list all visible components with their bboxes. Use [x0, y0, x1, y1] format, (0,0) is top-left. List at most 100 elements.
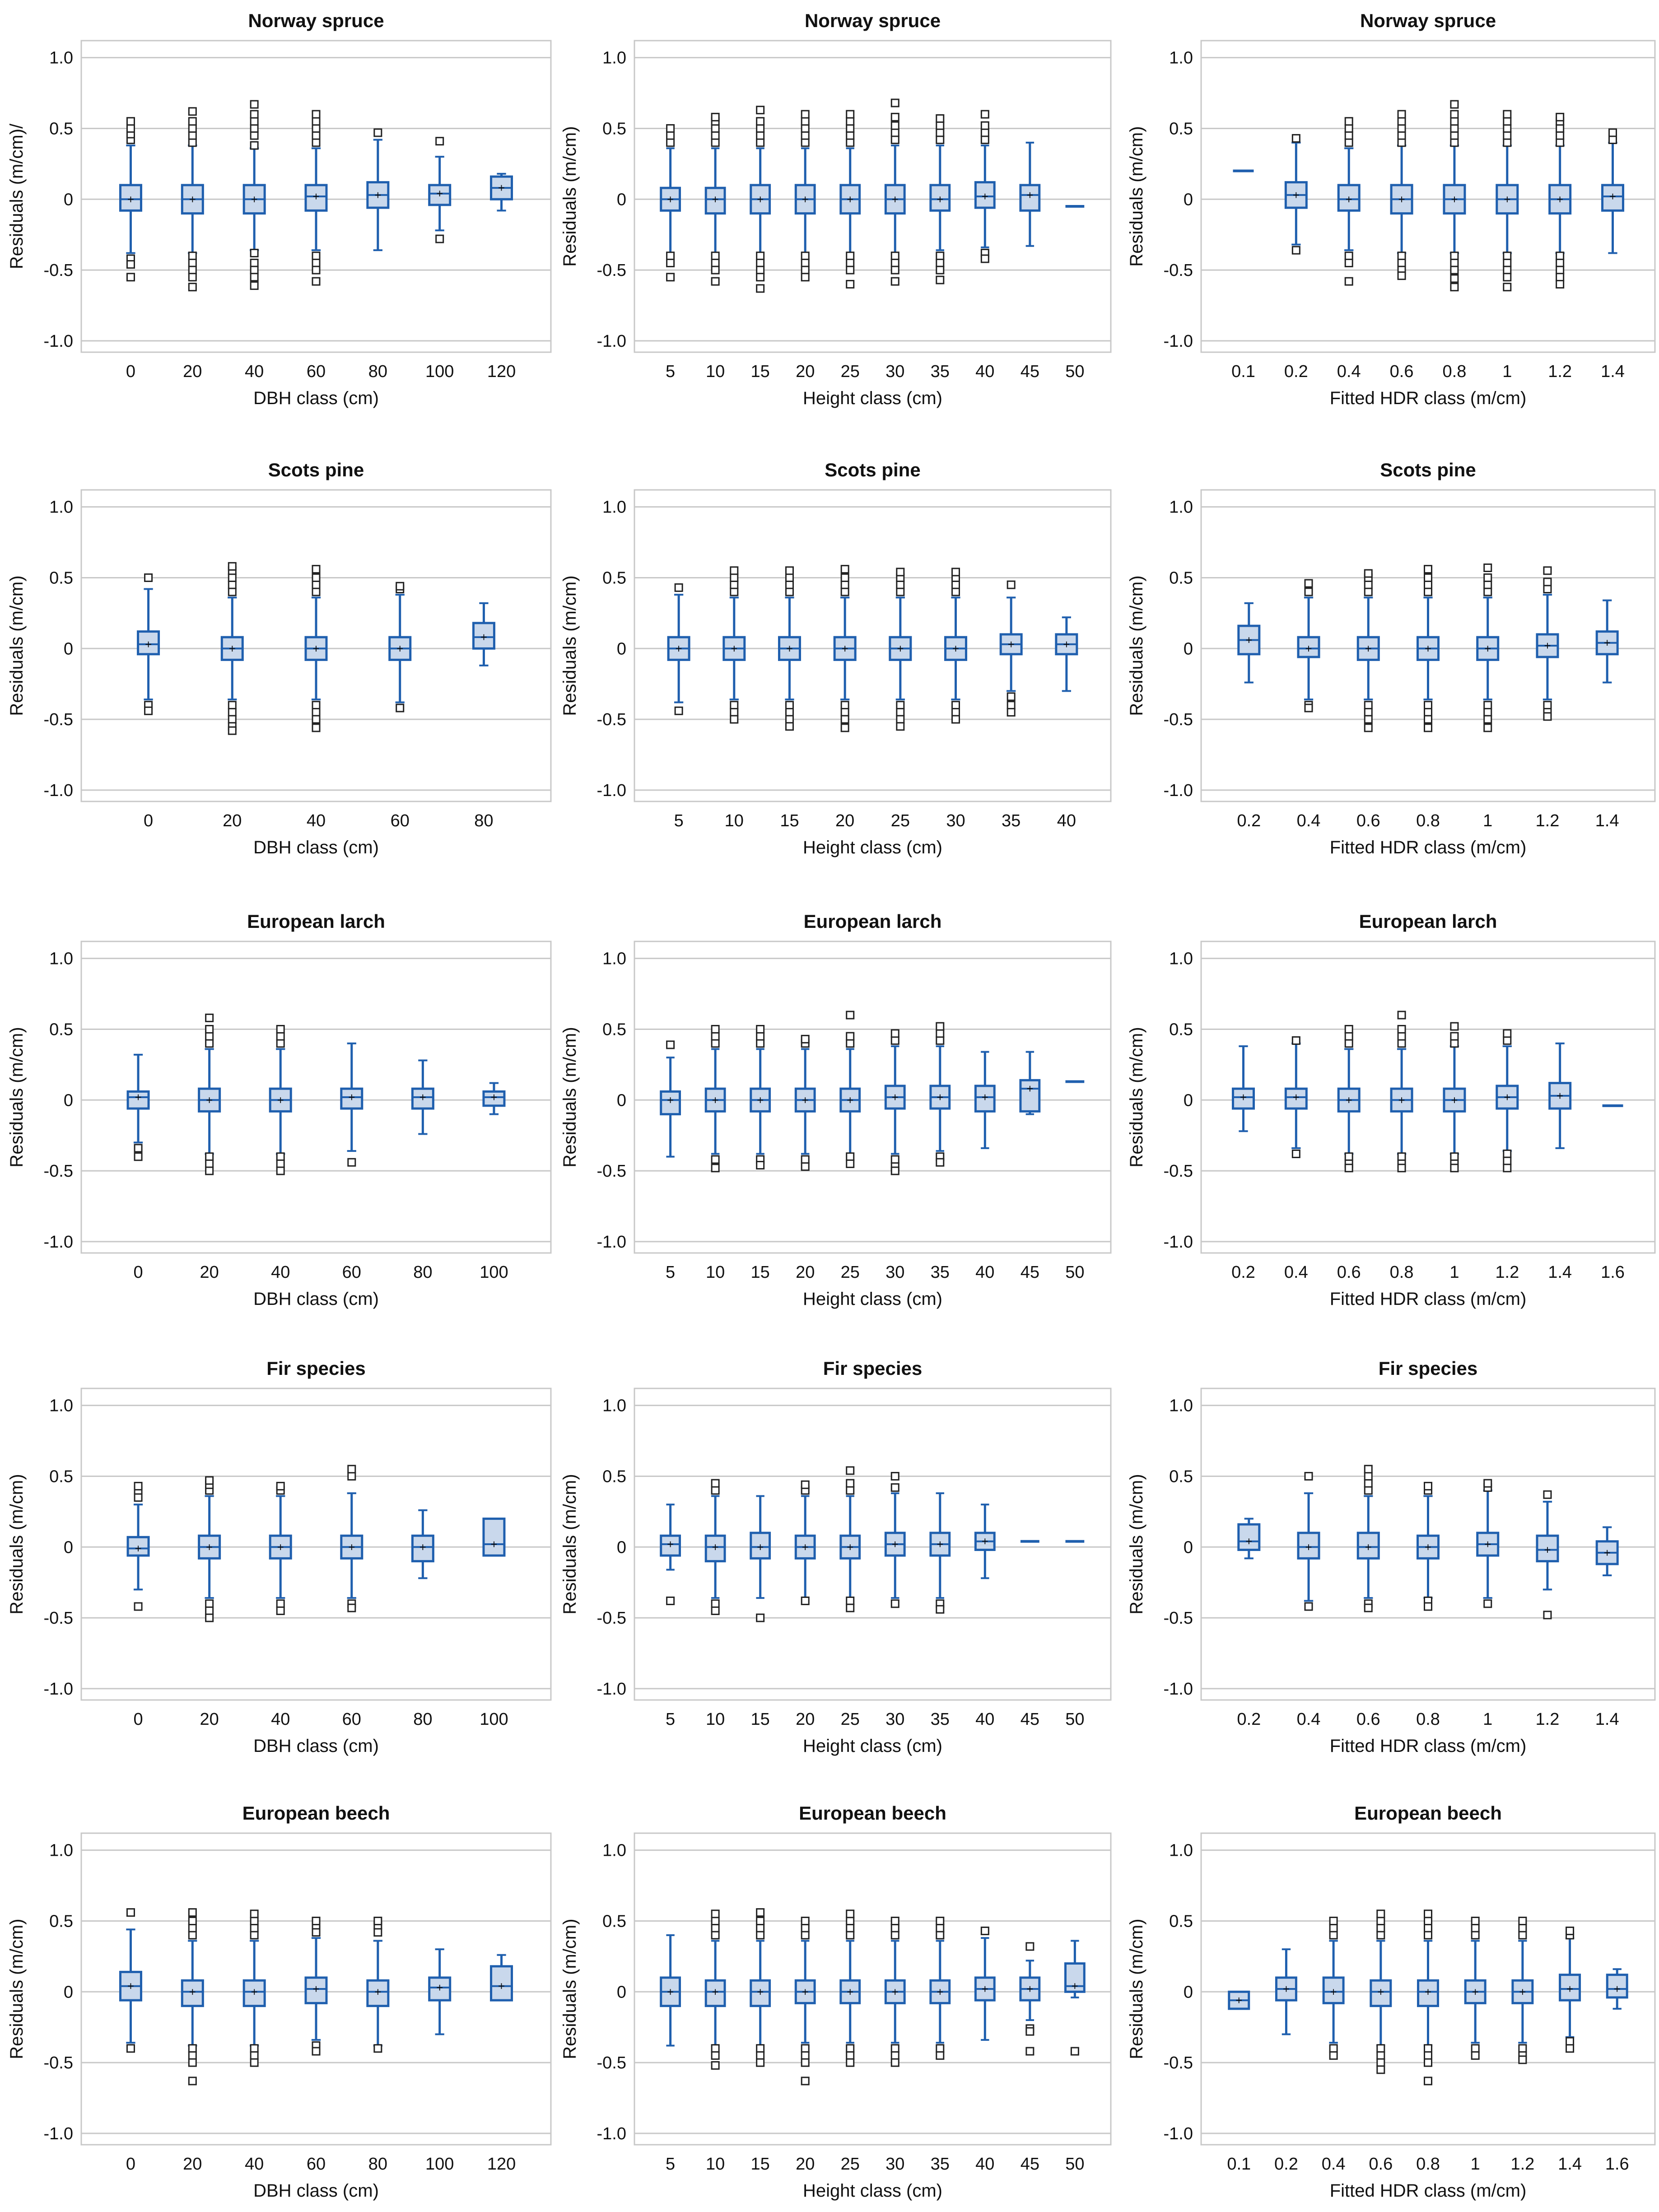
outlier-point — [250, 124, 259, 133]
y-tick-label: 0.5 — [1169, 1467, 1193, 1486]
y-axis-label: Residuals (m/cm) — [560, 575, 580, 716]
box-group: + — [974, 1926, 996, 2041]
outlier-point — [756, 117, 765, 126]
x-tick-label: 25 — [841, 2155, 860, 2174]
mean-marker: + — [1398, 1093, 1405, 1107]
chart-title: Norway spruce — [248, 10, 384, 31]
box-group: + — [1476, 1479, 1500, 1608]
y-tick-label: 1.0 — [49, 498, 73, 517]
y-tick-label: 0.5 — [49, 1020, 73, 1039]
outlier-point — [276, 1159, 285, 1168]
outlier-point — [347, 1472, 356, 1481]
outlier-point — [936, 251, 945, 261]
mean-marker: + — [757, 1093, 764, 1107]
outlier-point — [1556, 265, 1565, 275]
outlier-point — [756, 1039, 765, 1048]
mean-marker: + — [847, 1540, 853, 1554]
box-group: + — [839, 1466, 861, 1612]
outlier-point — [373, 128, 382, 137]
y-tick-label: -0.5 — [597, 710, 626, 729]
box-group: + — [269, 1481, 292, 1615]
box-group: + — [1228, 1990, 1250, 2010]
x-tick-label: 120 — [487, 2155, 516, 2174]
outlier-point — [126, 273, 135, 282]
outlier-point — [846, 251, 855, 261]
outlier-point — [205, 1476, 214, 1485]
outlier-point — [730, 566, 739, 575]
box-group: + — [750, 106, 771, 293]
outlier-point — [756, 106, 765, 115]
x-tick-label: 80 — [413, 1263, 432, 1282]
outlier-point — [890, 1923, 899, 1933]
box-group: + — [884, 1916, 906, 2067]
x-tick-label: 1.2 — [1548, 362, 1572, 381]
mean-marker: + — [348, 1540, 355, 1554]
x-tick-label: 0.6 — [1337, 1263, 1361, 1282]
x-tick-label: 0.8 — [1390, 1263, 1414, 1282]
box-group: + — [1356, 1465, 1380, 1612]
box-group: + — [1443, 100, 1466, 292]
y-tick-label: 0 — [64, 190, 73, 209]
outlier-point — [1364, 580, 1373, 589]
outlier-point — [1329, 2051, 1338, 2060]
outlier-point — [250, 2051, 259, 2060]
box-iqr — [137, 630, 160, 656]
mean-marker: + — [419, 1090, 426, 1104]
mean-marker: + — [842, 642, 848, 655]
outlier-point — [1483, 715, 1492, 724]
outlier-point — [1397, 1164, 1406, 1173]
outlier-point — [711, 1909, 720, 1919]
mean-marker: + — [1365, 1540, 1372, 1554]
outlier-point — [1450, 274, 1459, 283]
box-group: + — [482, 1082, 506, 1115]
mean-marker: + — [982, 1982, 988, 1996]
x-tick-label: 5 — [666, 362, 675, 381]
outlier-point — [1397, 1039, 1406, 1048]
outlier-point — [1483, 573, 1492, 582]
outlier-point — [205, 1159, 214, 1168]
mean-marker: + — [952, 642, 959, 655]
mean-marker: + — [189, 192, 196, 206]
chart-panel: 1.0 0.5 0 -0.5 -1.0 European beech Residuals (… — [7, 1802, 552, 2201]
y-tick-label: -0.5 — [44, 1162, 73, 1181]
outlier-point — [1397, 124, 1406, 133]
y-tick-label: 0 — [617, 639, 626, 658]
mean-marker: + — [676, 642, 682, 655]
box-iqr — [1356, 1532, 1380, 1560]
outlier-point — [276, 1152, 285, 1161]
outlier-point — [1483, 1479, 1492, 1488]
plot-frame — [634, 40, 1112, 353]
outlier-point — [1344, 117, 1353, 126]
outlier-point — [396, 582, 405, 591]
box-iqr — [1370, 1979, 1392, 2007]
mean-marker: + — [712, 192, 719, 206]
x-tick-label: 40 — [307, 811, 326, 830]
outlier-point — [896, 715, 905, 724]
outlier-point — [1424, 1923, 1432, 1933]
outlier-point — [1007, 701, 1016, 710]
outlier-point — [896, 722, 905, 731]
outlier-point — [1424, 1916, 1432, 1925]
outlier-point — [205, 1013, 214, 1022]
outlier-point — [228, 573, 237, 582]
outlier-point — [1556, 273, 1565, 282]
x-tick-label: 5 — [666, 2155, 675, 2174]
mean-marker: + — [667, 1093, 674, 1107]
outlier-point — [840, 580, 849, 589]
box-iqr — [119, 184, 142, 212]
outlier-point — [347, 1158, 356, 1167]
x-tick-label: 20 — [796, 1263, 815, 1282]
box-group: + — [1496, 1029, 1519, 1173]
outlier-point — [188, 251, 197, 261]
y-tick-label: -0.5 — [597, 261, 626, 280]
x-tick-label: 25 — [841, 1263, 860, 1282]
mean-marker: + — [1556, 1089, 1563, 1103]
outlier-point — [1025, 2047, 1035, 2056]
box-iqr — [340, 1087, 363, 1110]
box-group: + — [1019, 1051, 1041, 1115]
chart-panel: 1.0 0.5 0 -0.5 -1.0 European beech Residuals (… — [560, 1802, 1112, 2201]
mean-marker: + — [396, 642, 403, 655]
plot-frame — [80, 489, 552, 802]
outlier-point — [312, 1916, 321, 1925]
outlier-point — [228, 715, 237, 724]
